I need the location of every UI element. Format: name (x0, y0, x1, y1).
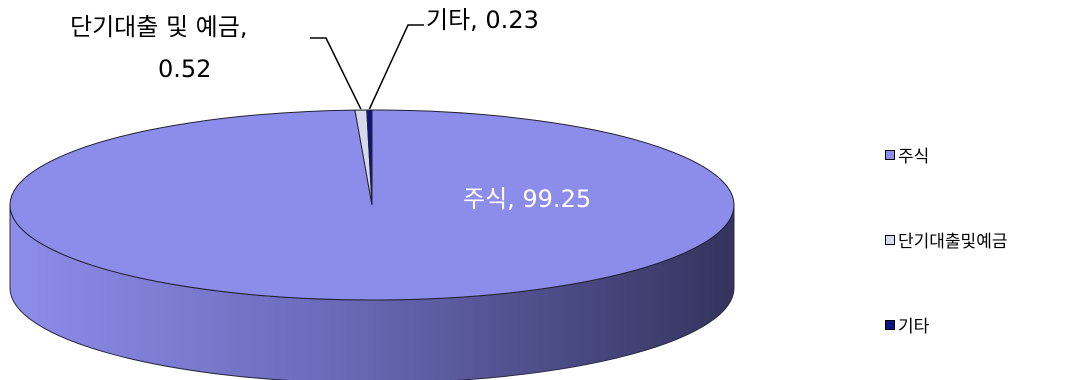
data-label-stocks: 주식, 99.25 (463, 185, 591, 213)
legend-swatch-loans-deposits (885, 234, 895, 245)
data-label-loans-deposits: 단기대출 및 예금, (70, 13, 247, 41)
legend-item-other: 기타 (885, 312, 929, 337)
pie-slices (9, 109, 735, 301)
legend-swatch-stocks (885, 149, 895, 160)
data-label-loans-deposits-value: 0.52 (158, 55, 211, 83)
legend-item-loans-deposits: 단기대출및예금 (885, 227, 1007, 252)
leader-line-loans-deposits (310, 37, 362, 110)
data-labels: 주식, 99.25 단기대출 및 예금, 0.52 기타, 0.23 (70, 6, 591, 213)
pie-slice-other (366, 109, 373, 206)
leader-line-other (368, 24, 424, 110)
legend-label-stocks: 주식 (898, 147, 930, 167)
leader-lines (310, 24, 424, 110)
legend-label-loans-deposits: 단기대출및예금 (898, 232, 1008, 252)
legend-item-stocks: 주식 (885, 142, 929, 167)
legend-label-other: 기타 (898, 317, 930, 337)
data-label-other: 기타, 0.23 (426, 6, 539, 34)
legend-swatch-other (885, 319, 895, 330)
